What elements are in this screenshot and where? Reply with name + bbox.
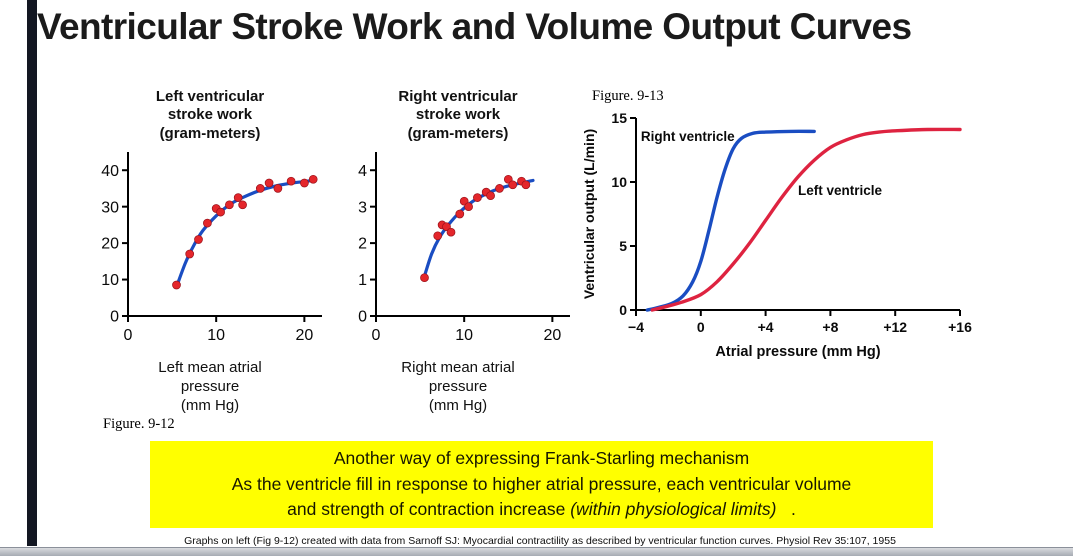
source-citation: Graphs on left (Fig 9-12) created with d… (184, 535, 896, 547)
y-tick-label: 20 (101, 236, 119, 253)
x-tick-label: +16 (948, 319, 972, 335)
data-point (255, 184, 265, 193)
curve-annotation: Right ventricle (641, 129, 735, 144)
data-point (286, 176, 296, 186)
x-tick-label: +12 (883, 319, 907, 335)
x-tick-label: 20 (543, 327, 561, 344)
note-line-3-text: and strength of contraction increase (287, 499, 571, 520)
data-point (521, 180, 531, 190)
x-tick-label: 0 (372, 327, 381, 344)
right-stroke-work-figure: Right ventricular stroke work (gram-mete… (332, 88, 584, 416)
x-tick-label: 20 (295, 327, 313, 344)
figure-label-9-13: Figure. 9-13 (592, 88, 664, 104)
ventricular-output-figure: −4 0 +4 +8 +12 +16 0 5 10 15 Right ventricle Left v… (578, 104, 978, 364)
y-tick-label: 0 (110, 309, 119, 326)
note-line-3: and strength of contraction increase (wi… (158, 497, 925, 523)
data-point (225, 200, 234, 210)
data-point (216, 207, 225, 217)
series-left-ventricle (650, 127, 962, 312)
data-point (455, 209, 465, 219)
x-tick-label: 0 (697, 319, 705, 335)
data-point (486, 191, 495, 201)
note-line-3-period: . (776, 499, 796, 520)
note-line-3-italic: (within physiological limits) (570, 499, 777, 520)
left-stroke-work-figure: Left ventricular stroke work (gram-meter… (84, 88, 336, 416)
data-point (308, 174, 318, 184)
data-point (194, 235, 203, 244)
x-tick-label: 10 (207, 327, 225, 344)
data-point (273, 184, 283, 193)
data-point (300, 178, 309, 188)
note-line-2: As the ventricle fill in response to hig… (231, 473, 852, 494)
data-point (203, 218, 212, 228)
series-right-ventricle (645, 129, 816, 312)
bottom-gray-bar (0, 547, 1073, 556)
x-axis-label-right-mean-atrial-pressure: Right mean atrial pressure (mm Hg) (401, 359, 515, 415)
data-point (446, 227, 456, 237)
data-point (172, 280, 181, 290)
y-tick-label: 15 (611, 110, 627, 126)
slide-title: Ventricular Stroke Work and Volume Outpu… (37, 6, 912, 47)
data-point (464, 202, 473, 212)
data-point (185, 249, 195, 259)
frank-starling-note-box: Another way of expressing Frank-Starling… (150, 441, 933, 529)
y-tick-label: 1 (358, 272, 367, 289)
left-stroke-work-chart: 0 10 20 0 10 20 30 40 (101, 152, 322, 344)
chart-title-left-stroke-work: Left ventricular stroke work (gram-meter… (155, 88, 265, 142)
data-point (264, 178, 274, 188)
y-tick-label: 0 (358, 309, 367, 326)
y-tick-label: 5 (619, 238, 627, 254)
x-axis-label-left-mean-atrial-pressure: Left mean atrial pressure (mm Hg) (158, 359, 262, 415)
data-point (473, 193, 482, 202)
fit-curve (174, 178, 315, 289)
y-axis-title: Ventricular output (L/min) (581, 129, 597, 299)
data-point (420, 273, 429, 283)
right-stroke-work-chart: 0 10 20 0 1 2 3 4 (358, 152, 570, 344)
chart-title-right-stroke-work: Right ventricular stroke work (gram-mete… (398, 88, 518, 142)
y-tick-label: 2 (358, 236, 367, 253)
y-tick-label: 10 (611, 174, 627, 190)
y-tick-label: 30 (101, 199, 119, 216)
curve-annotation: Left ventricle (798, 183, 883, 198)
note-line-1: Another way of expressing Frank-Starling… (333, 448, 750, 468)
y-tick-label: 0 (619, 302, 627, 318)
data-point (238, 200, 247, 210)
y-tick-label: 40 (101, 163, 119, 180)
data-point (233, 193, 243, 202)
x-tick-label: 0 (124, 327, 133, 344)
x-tick-label: +8 (822, 319, 838, 335)
data-point (433, 231, 443, 241)
y-tick-label: 10 (101, 272, 119, 289)
x-tick-label: 10 (455, 327, 473, 344)
slide-accent-stripe (27, 0, 37, 546)
y-tick-label: 3 (358, 199, 367, 216)
x-axis-title: Atrial pressure (mm Hg) (715, 344, 880, 360)
x-tick-label: −4 (628, 319, 644, 335)
x-tick-label: +4 (758, 319, 774, 335)
figure-label-9-12: Figure. 9-12 (103, 416, 175, 432)
data-point (508, 180, 518, 190)
y-tick-label: 4 (358, 163, 367, 180)
data-point (495, 184, 504, 193)
